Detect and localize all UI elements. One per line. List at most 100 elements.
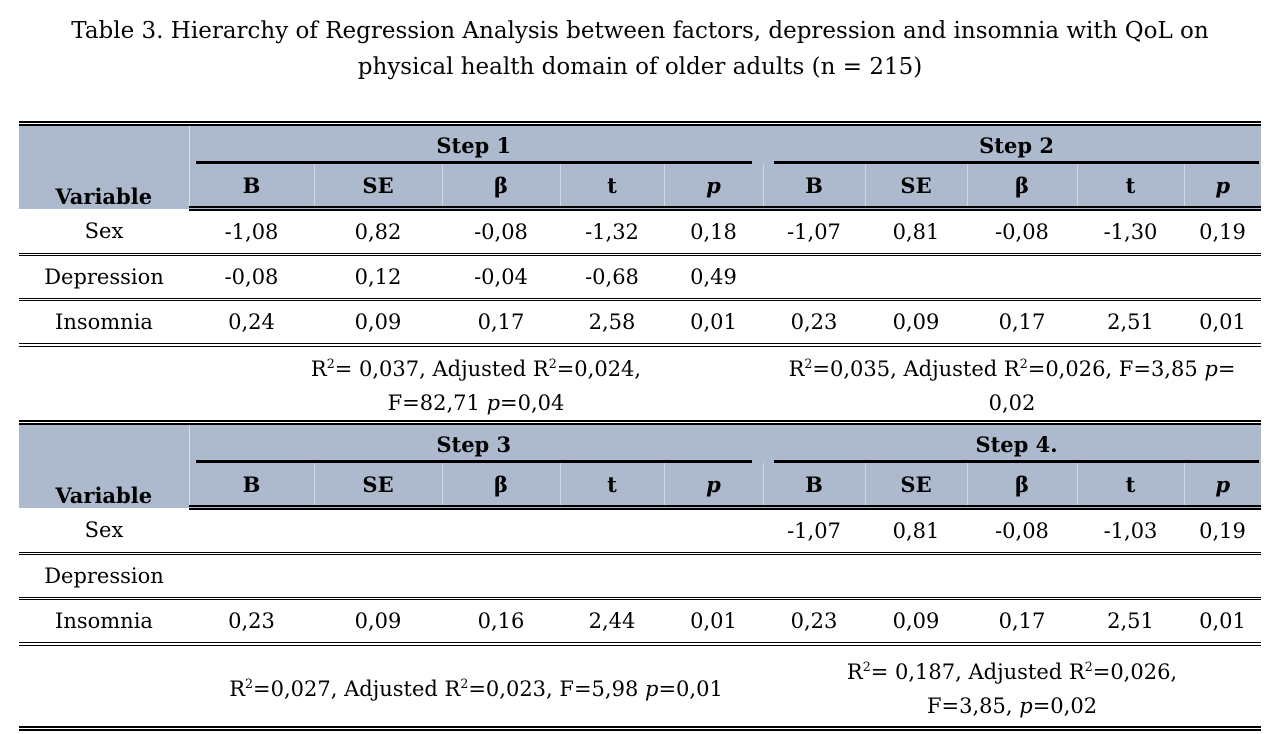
value-cell: -1,07 — [763, 208, 865, 257]
col-header-t: t — [1077, 164, 1185, 212]
value-cell: -1,32 — [560, 208, 664, 257]
value-cell — [314, 507, 442, 556]
summary-row: R2= 0,037, Adjusted R2=0,024, F=82,71 p=… — [19, 345, 1262, 426]
value-cell: 0,23 — [763, 299, 865, 348]
value-cell — [189, 553, 314, 601]
value-cell: 0,01 — [1184, 299, 1262, 348]
step3-label: Step 3 — [195, 432, 752, 464]
value-cell: 0,17 — [967, 598, 1077, 647]
value-cell: 0,49 — [664, 254, 763, 302]
caption-line-1: Table 3. Hierarchy of Regression Analysi… — [71, 18, 1209, 44]
caption-line-2: physical health domain of older adults (… — [357, 53, 923, 80]
value-cell — [442, 507, 560, 556]
col-header-B: B — [763, 463, 866, 511]
col-header-beta: β — [967, 463, 1078, 511]
summary-step4: R2= 0,187, Adjusted R2=0,026, F=3,85, p=… — [846, 658, 1178, 718]
value-cell: 2,51 — [1077, 598, 1184, 647]
value-cell: 0,81 — [865, 208, 967, 257]
value-cell — [1184, 254, 1262, 302]
step3-header-cell: Step 3 — [189, 422, 763, 464]
value-cell: 0,19 — [1184, 208, 1262, 257]
value-cell: 0,09 — [314, 299, 442, 348]
document-page: { "title": { "line1": "Table 3. Hierarch… — [0, 14, 1280, 734]
step2-header-cell: Step 2 — [763, 123, 1262, 165]
col-header-B: B — [189, 463, 315, 511]
col-header-B: B — [189, 164, 315, 212]
value-cell: -1,08 — [189, 208, 314, 257]
value-cell: 2,44 — [560, 598, 664, 647]
row-label: Sex — [19, 507, 189, 556]
col-header-t: t — [560, 164, 665, 212]
row-label: Depression — [19, 553, 189, 601]
step1-header-cell: Step 1 — [189, 123, 763, 165]
value-cell: 0,17 — [967, 299, 1077, 348]
value-cell — [314, 553, 442, 601]
value-cell: -0,08 — [967, 208, 1077, 257]
col-header-beta: β — [442, 164, 561, 212]
variable-header-cell: Variable — [19, 123, 190, 209]
value-cell — [763, 254, 865, 302]
value-cell: 0,01 — [664, 598, 763, 647]
step4-header-cell: Step 4. — [763, 422, 1262, 464]
table-row: Insomnia 0,23 0,09 0,16 2,44 0,01 0,23 0… — [19, 598, 1262, 647]
value-cell: 0,01 — [664, 299, 763, 348]
col-header-SE: SE — [865, 164, 968, 212]
summary-step2: R2=0,035, Adjusted R2=0,026, F=3,85 p= 0… — [763, 345, 1262, 426]
value-cell: 0,23 — [189, 598, 314, 647]
value-cell: 0,81 — [865, 507, 967, 556]
value-cell: 0,09 — [865, 299, 967, 348]
col-header-p: p — [1184, 164, 1262, 212]
col-header-SE: SE — [314, 164, 443, 212]
value-cell: 0,18 — [664, 208, 763, 257]
summary-row: R2=0,027, Adjusted R2=0,023, F=5,98 p=0,… — [19, 644, 1261, 729]
value-cell — [189, 507, 314, 556]
value-cell: 0,82 — [314, 208, 442, 257]
value-cell — [865, 254, 967, 302]
value-cell — [442, 553, 560, 601]
value-cell — [967, 553, 1077, 601]
value-cell: -0,08 — [967, 507, 1077, 556]
value-cell — [1077, 553, 1184, 601]
summary-step3: R2=0,027, Adjusted R2=0,023, F=5,98 p=0,… — [229, 675, 723, 701]
value-cell: -0,08 — [442, 208, 560, 257]
step2-label: Step 2 — [774, 133, 1260, 165]
col-header-p: p — [664, 164, 764, 212]
value-cell: 0,12 — [314, 254, 442, 302]
row-label: Depression — [19, 254, 189, 302]
col-header-t: t — [560, 463, 665, 511]
value-cell: 0,19 — [1184, 507, 1262, 556]
row-label: Sex — [19, 208, 189, 257]
table-row: Sex -1,08 0,82 -0,08 -1,32 0,18 -1,07 0,… — [19, 208, 1262, 257]
regression-table: Variable Step 1 Step 2 B SE β t p B SE β… — [19, 121, 1262, 732]
col-header-p: p — [664, 463, 764, 511]
row-label: Insomnia — [19, 299, 189, 348]
summary-spacer — [19, 644, 189, 729]
value-cell: -1,07 — [763, 507, 865, 556]
value-cell — [763, 553, 865, 601]
summary-spacer — [19, 345, 189, 426]
value-cell: 0,23 — [763, 598, 865, 647]
step4-label: Step 4. — [774, 432, 1260, 464]
summary-step1: R2= 0,037, Adjusted R2=0,024, F=82,71 p=… — [189, 345, 763, 426]
col-header-SE: SE — [314, 463, 443, 511]
value-cell: 0,09 — [865, 598, 967, 647]
value-cell: 0,09 — [314, 598, 442, 647]
col-header-t: t — [1077, 463, 1185, 511]
value-cell: -1,30 — [1077, 208, 1184, 257]
value-cell: -0,68 — [560, 254, 664, 302]
table-row: Depression -0,08 0,12 -0,04 -0,68 0,49 — [19, 254, 1262, 302]
table-row: Depression — [19, 553, 1262, 601]
value-cell — [664, 553, 763, 601]
value-cell: 0,01 — [1184, 598, 1262, 647]
table-row: Insomnia 0,24 0,09 0,17 2,58 0,01 0,23 0… — [19, 299, 1262, 348]
variable-header-cell: Variable — [19, 422, 190, 508]
value-cell — [865, 553, 967, 601]
col-header-p: p — [1184, 463, 1262, 511]
table-caption: Table 3. Hierarchy of Regression Analysi… — [0, 14, 1280, 85]
col-header-beta: β — [967, 164, 1078, 212]
value-cell — [1184, 553, 1262, 601]
row-label: Insomnia — [19, 598, 189, 647]
value-cell — [560, 507, 664, 556]
value-cell: -0,04 — [442, 254, 560, 302]
value-cell — [1077, 254, 1184, 302]
